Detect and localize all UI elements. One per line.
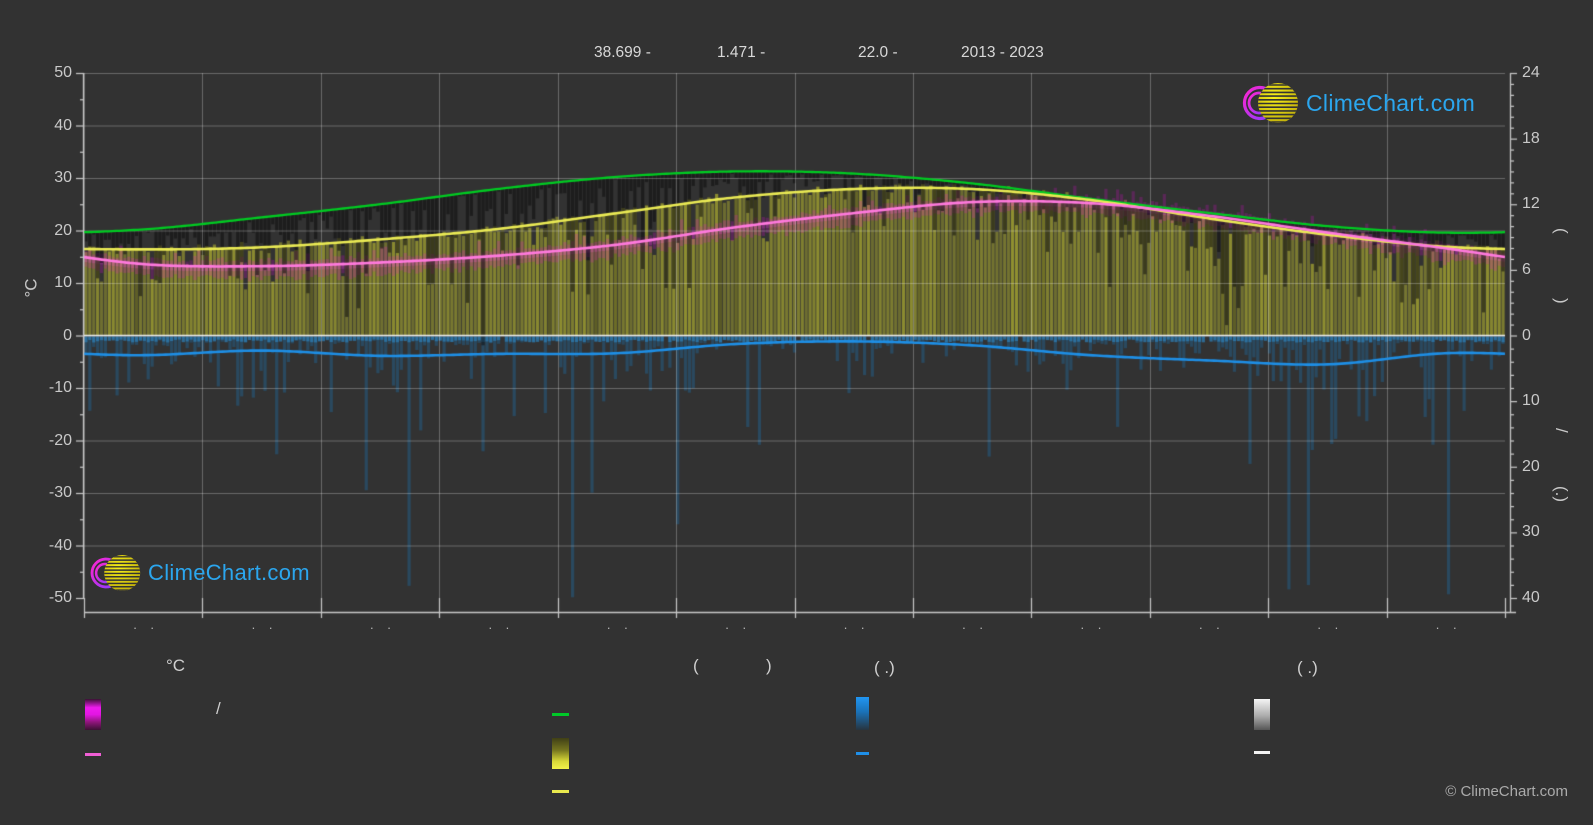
legend-col2-header-close: ) xyxy=(766,656,772,675)
x-axis-month-label: . . xyxy=(606,617,633,632)
y-axis-tick-label-left: -50 xyxy=(48,589,72,606)
x-axis-month-label: . . xyxy=(488,617,515,632)
title-year-range: 2013 - 2023 xyxy=(961,44,1044,61)
climechart-logo-text: ClimeChart.com xyxy=(148,560,310,585)
y-axis-tick-label-left: 10 xyxy=(54,274,72,291)
title-longitude: 1.471 - xyxy=(717,44,766,61)
y-axis-tick-label-left: 30 xyxy=(54,169,72,186)
y-axis-tick-label-left: 40 xyxy=(54,116,72,134)
title-elevation: 22.0 - xyxy=(858,44,898,61)
legend-swatch-sunshine-daily xyxy=(1254,699,1270,730)
y-axis-tick-label-sun: 6 xyxy=(1522,260,1531,278)
y-axis-tick-label-precip: 10 xyxy=(1522,392,1540,410)
y-axis-tick-label-left: -20 xyxy=(48,431,72,449)
climechart-logo-icon xyxy=(1242,83,1298,123)
y-axis-tick-label-left: -10 xyxy=(48,379,72,396)
x-axis-month-label: . . xyxy=(1080,617,1107,632)
climechart-logo-text: ClimeChart.com xyxy=(1306,89,1476,116)
y-axis-tick-label-left: 50 xyxy=(54,64,72,81)
legend-col1-item-label: / xyxy=(216,699,221,718)
legend-swatch-precip-daily xyxy=(856,697,869,730)
title-latitude: 38.699 - xyxy=(594,44,651,61)
legend-swatch-water-temp-daily xyxy=(85,699,101,730)
legend-swatch-daylight-line xyxy=(552,713,569,716)
y-axis-tick-label-left: 0 xyxy=(63,326,72,344)
x-axis-month-label: . . xyxy=(1317,617,1344,632)
climechart-logo-top-right[interactable]: ClimeChart.com xyxy=(1240,80,1475,126)
climechart-logo-icon xyxy=(90,555,141,591)
legend-swatch-precip-line xyxy=(856,752,869,755)
right-axis-precip-label-parens: (.) xyxy=(1552,486,1571,503)
y-axis-tick-label-sun: 12 xyxy=(1522,195,1540,213)
x-axis-month-label: . . xyxy=(251,617,278,632)
y-axis-tick-label-left: 20 xyxy=(54,221,72,239)
y-axis-tick-label-sun: 24 xyxy=(1522,64,1540,81)
right-axis-sun-label-open-paren: ( xyxy=(1552,228,1571,234)
legend-col2-header-open: ( xyxy=(693,656,699,675)
x-axis-month-label: . . xyxy=(370,617,396,632)
legend-col1-header: °C xyxy=(166,656,186,675)
y-axis-tick-label-left: -40 xyxy=(48,536,72,554)
right-axis-precip-label-slash: / xyxy=(1552,428,1571,433)
climechart-logo-bottom-left[interactable]: ClimeChart.com xyxy=(88,552,310,594)
x-axis-month-label: . . xyxy=(133,617,160,632)
x-axis-month-label: . . xyxy=(725,617,752,632)
y-axis-tick-label-sun: 0 xyxy=(1522,326,1531,344)
legend-col4-header: ( .) xyxy=(1297,658,1318,677)
x-axis-month-label: . . xyxy=(843,617,870,632)
x-axis-month-label: . . xyxy=(1435,617,1462,632)
y-axis-tick-label-left: -30 xyxy=(48,484,72,501)
right-axis-sun-label-close-paren: ) xyxy=(1552,298,1571,304)
x-axis-month-label: . . xyxy=(1198,617,1225,632)
y-axis-tick-label-sun: 18 xyxy=(1522,129,1540,147)
legend-swatch-sunshine-line xyxy=(1254,751,1270,754)
y-axis-tick-label-precip: 40 xyxy=(1522,589,1540,606)
legend-col3-header: ( .) xyxy=(874,658,895,677)
legend-swatch-air-temp-line xyxy=(552,790,569,793)
y-axis-tick-label-precip: 20 xyxy=(1522,457,1540,475)
legend-swatch-water-temp-line xyxy=(85,753,101,756)
y-axis-tick-label-precip: 30 xyxy=(1522,523,1540,541)
copyright-text: © ClimeChart.com xyxy=(1445,783,1568,800)
x-axis-month-label: . . xyxy=(962,617,988,632)
legend-swatch-air-temp-daily xyxy=(552,738,569,769)
